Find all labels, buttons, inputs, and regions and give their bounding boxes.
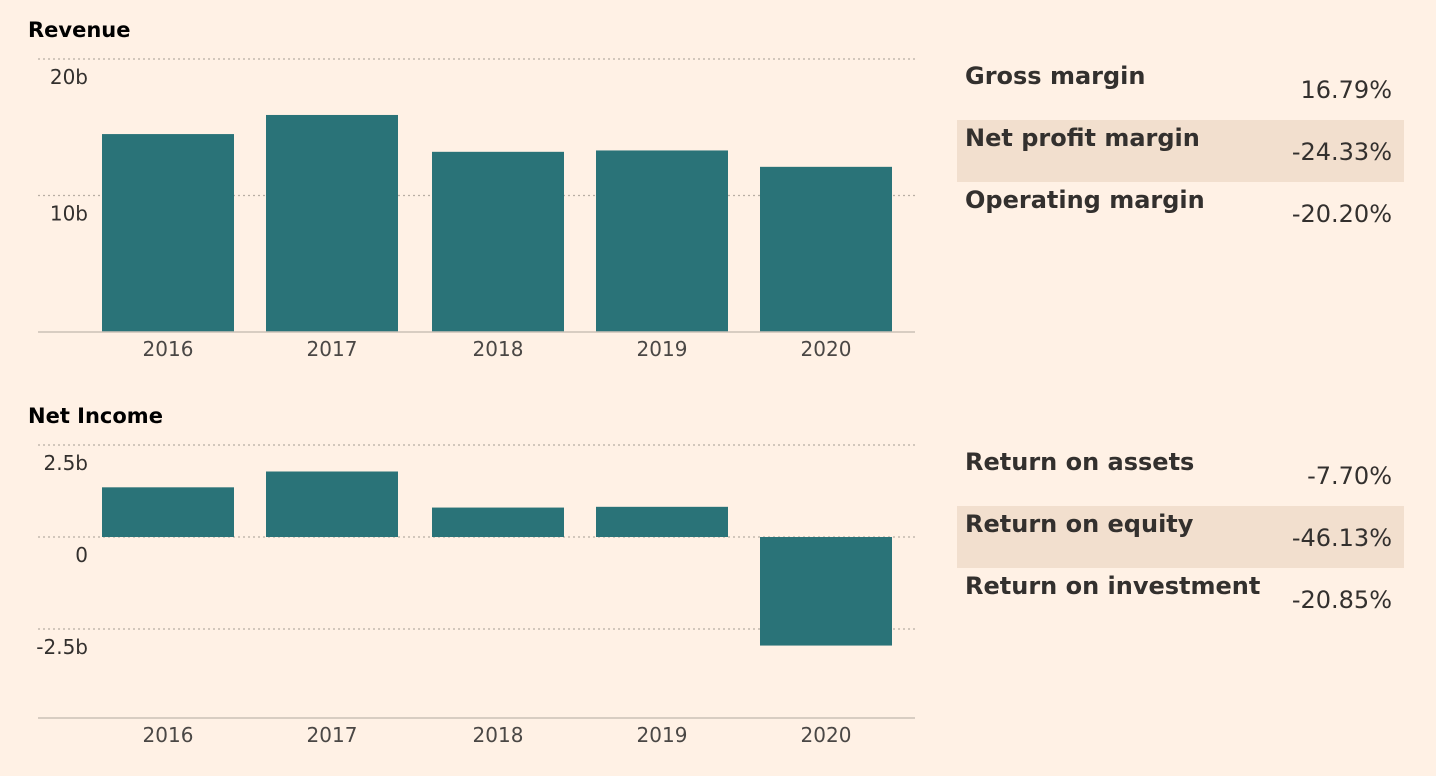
ratio-row-net-profit-margin: Net profit margin -24.33% <box>957 120 1404 182</box>
ratio-label: Return on equity <box>965 510 1194 538</box>
bar-2017 <box>266 471 398 537</box>
x-tick-label: 2018 <box>473 337 524 361</box>
y-tick-label: 2.5b <box>43 451 88 475</box>
y-tick-label: 10b <box>50 202 88 226</box>
ratio-label: Return on investment <box>965 572 1261 600</box>
chart-title: Net Income <box>28 404 163 428</box>
ratio-row-return-on-assets: Return on assets -7.70% <box>957 444 1404 506</box>
x-tick-label: 2016 <box>143 723 194 747</box>
ratio-row-gross-margin: Gross margin 16.79% <box>957 58 1404 120</box>
x-tick-label: 2019 <box>637 723 688 747</box>
bar-2016 <box>102 134 234 332</box>
bar-2020 <box>760 537 892 646</box>
x-tick-label: 2020 <box>801 337 852 361</box>
y-tick-label: 0 <box>75 543 88 567</box>
ratio-label: Return on assets <box>965 448 1195 476</box>
x-tick-label: 2019 <box>637 337 688 361</box>
x-tick-label: 2018 <box>473 723 524 747</box>
margins-table: Gross margin 16.79% Net profit margin -2… <box>957 58 1404 244</box>
x-tick-label: 2020 <box>801 723 852 747</box>
bar-2017 <box>266 114 398 332</box>
bar-2016 <box>102 487 234 537</box>
ratio-label: Net profit margin <box>965 124 1200 152</box>
ratio-label: Gross margin <box>965 62 1146 90</box>
ratio-value: 16.79% <box>1300 76 1392 104</box>
ratio-row-return-on-equity: Return on equity -46.13% <box>957 506 1404 568</box>
ratio-value: -20.85% <box>1291 586 1392 614</box>
ratio-value: -24.33% <box>1291 138 1392 166</box>
chart-title: Revenue <box>28 18 131 42</box>
ratio-row-operating-margin: Operating margin -20.20% <box>957 182 1404 244</box>
bar-2019 <box>596 150 728 332</box>
returns-table: Return on assets -7.70% Return on equity… <box>957 444 1404 630</box>
ratio-value: -46.13% <box>1291 524 1392 552</box>
bar-2019 <box>596 506 728 537</box>
x-tick-label: 2017 <box>307 337 358 361</box>
bar-2018 <box>432 507 564 537</box>
x-tick-label: 2016 <box>143 337 194 361</box>
ratio-row-return-on-investment: Return on investment -20.85% <box>957 568 1404 630</box>
y-tick-label: -2.5b <box>36 635 88 659</box>
bar-2020 <box>760 166 892 332</box>
ratio-label: Operating margin <box>965 186 1205 214</box>
bar-2018 <box>432 151 564 332</box>
y-tick-label: 20b <box>50 65 88 89</box>
ratio-value: -20.20% <box>1291 200 1392 228</box>
ratio-value: -7.70% <box>1307 462 1392 490</box>
x-tick-label: 2017 <box>307 723 358 747</box>
charts-area: Revenue 20b 10b 2016 2017 2018 2019 2020 Net Inc… <box>28 18 915 747</box>
